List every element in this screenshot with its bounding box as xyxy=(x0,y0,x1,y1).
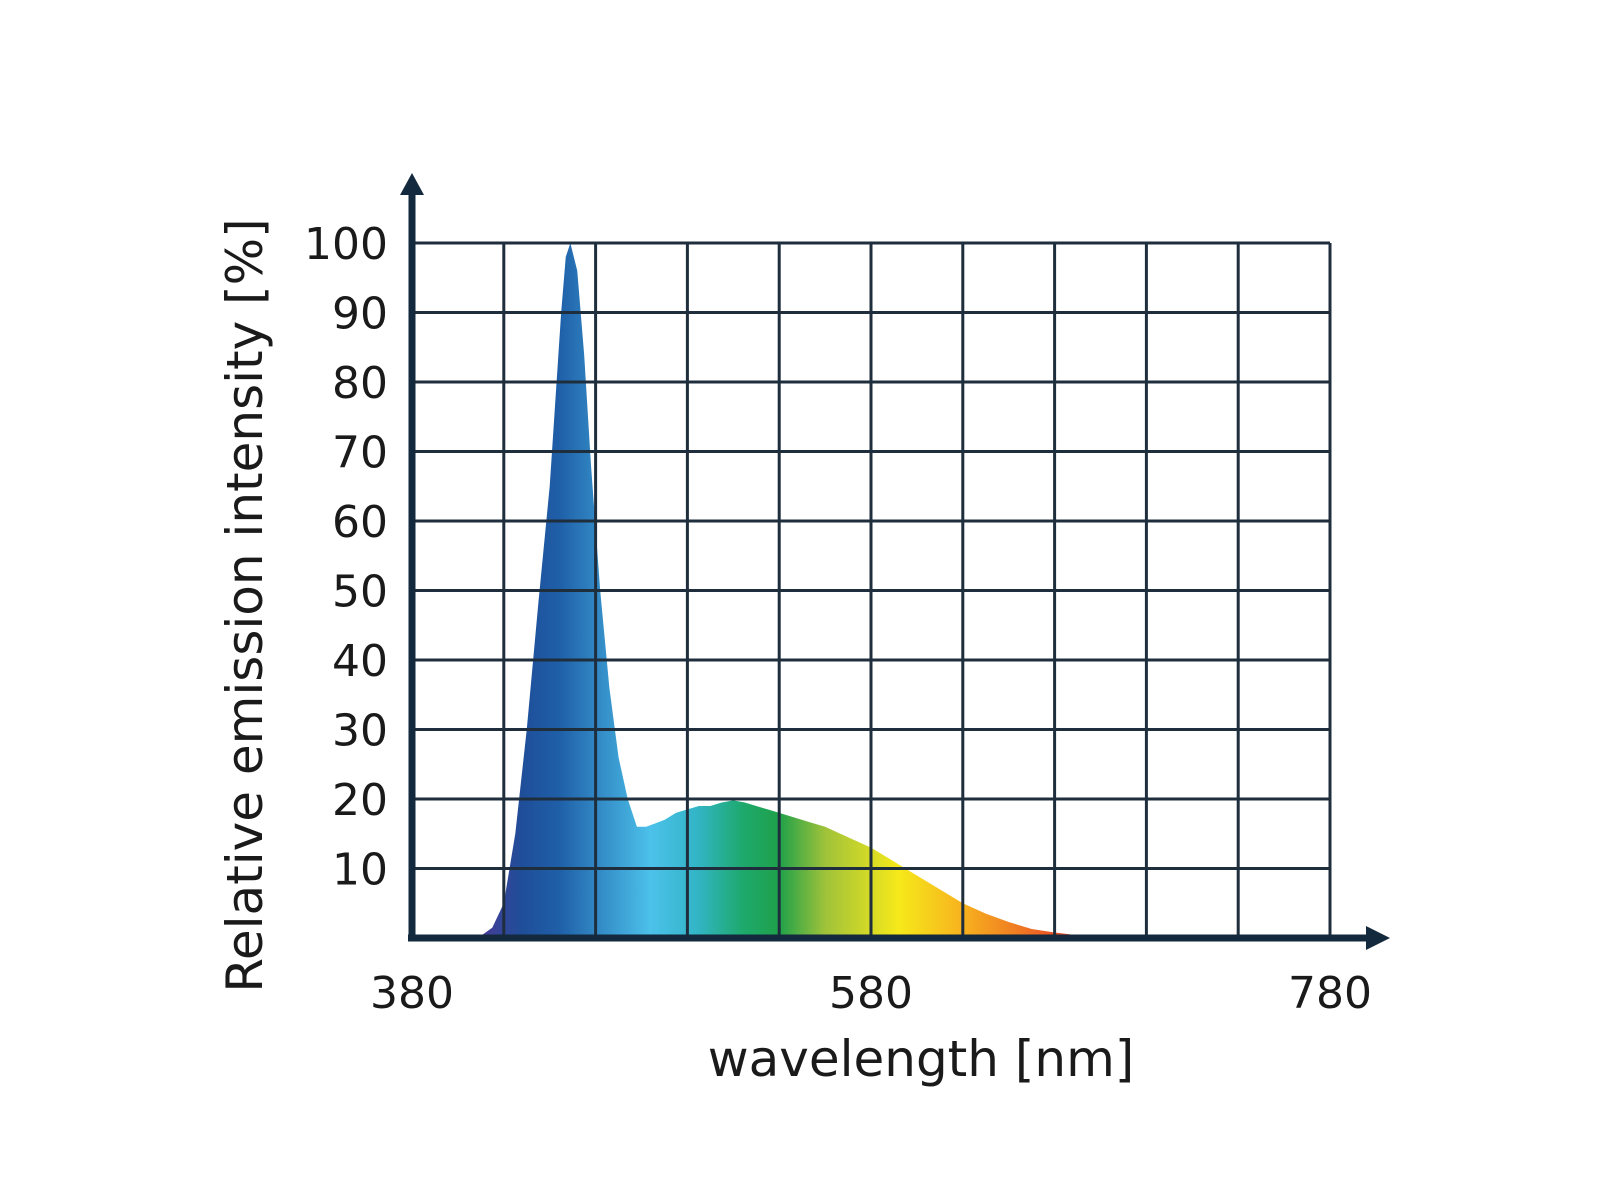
x-tick-label: 780 xyxy=(1288,968,1372,1019)
y-tick-label: 50 xyxy=(332,567,388,618)
y-axis-arrow-icon xyxy=(400,173,424,195)
x-axis-arrow-icon xyxy=(1366,926,1390,950)
y-tick-label: 30 xyxy=(332,706,388,757)
y-tick-label: 20 xyxy=(332,775,388,826)
x-tick-label: 380 xyxy=(370,968,454,1019)
y-tick-label: 80 xyxy=(332,358,388,409)
y-tick-label: 90 xyxy=(332,289,388,340)
y-tick-label: 60 xyxy=(332,497,388,548)
y-tick-label: 10 xyxy=(332,845,388,896)
x-tick-label: 580 xyxy=(829,968,913,1019)
y-tick-label: 70 xyxy=(332,428,388,479)
y-axis-title: Relative emission intensity [%] xyxy=(216,218,274,992)
y-tick-label: 100 xyxy=(304,219,388,270)
x-axis-title: wavelength [nm] xyxy=(708,1030,1135,1088)
y-tick-label: 40 xyxy=(332,636,388,687)
